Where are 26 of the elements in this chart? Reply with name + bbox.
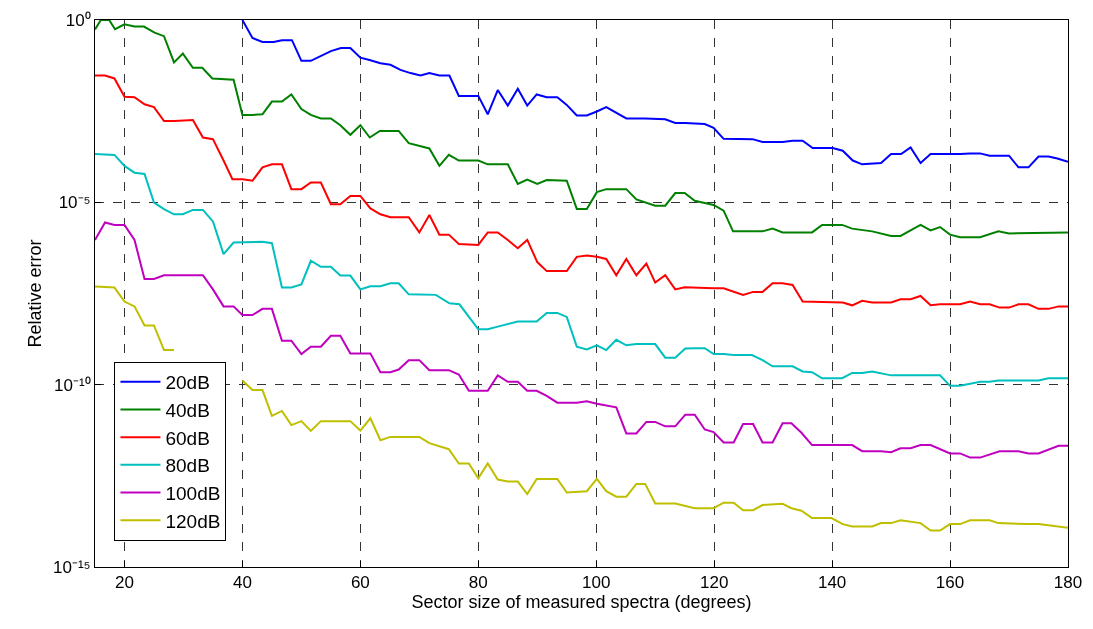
line-series: [95, 153, 1068, 387]
legend-label: 40dB: [165, 399, 210, 421]
x-axis-title: Sector size of measured spectra (degrees): [411, 592, 752, 613]
x-tick-label: 20: [115, 573, 134, 593]
y-tick-label: 10⁰: [65, 10, 91, 30]
y-axis-title: Relative error: [25, 239, 46, 348]
x-tick-label: 60: [350, 573, 370, 593]
x-tick-label: 160: [935, 573, 965, 593]
line-series: [95, 20, 1068, 239]
y-tick-label: 10⁻¹⁰: [54, 375, 91, 395]
x-tick-label: 180: [1053, 573, 1083, 593]
legend-label: 100dB: [165, 482, 221, 504]
line-series: [241, 20, 1068, 169]
legend-label: 120dB: [165, 510, 221, 532]
legend-label: 80dB: [165, 455, 210, 477]
line-series: [95, 74, 1068, 310]
x-tick-label: 40: [232, 573, 252, 593]
line-series: [95, 221, 1068, 459]
x-tick-label: 140: [817, 573, 847, 593]
legend-label: 20dB: [165, 372, 210, 394]
x-tick-label: 120: [699, 573, 729, 593]
x-tick-label: 100: [582, 573, 611, 593]
y-tick-label: 10⁻¹⁵: [52, 557, 91, 577]
y-tick-label: 10⁻⁵: [58, 193, 91, 213]
legend-label: 60dB: [165, 427, 210, 449]
x-tick-label: 80: [468, 573, 488, 593]
